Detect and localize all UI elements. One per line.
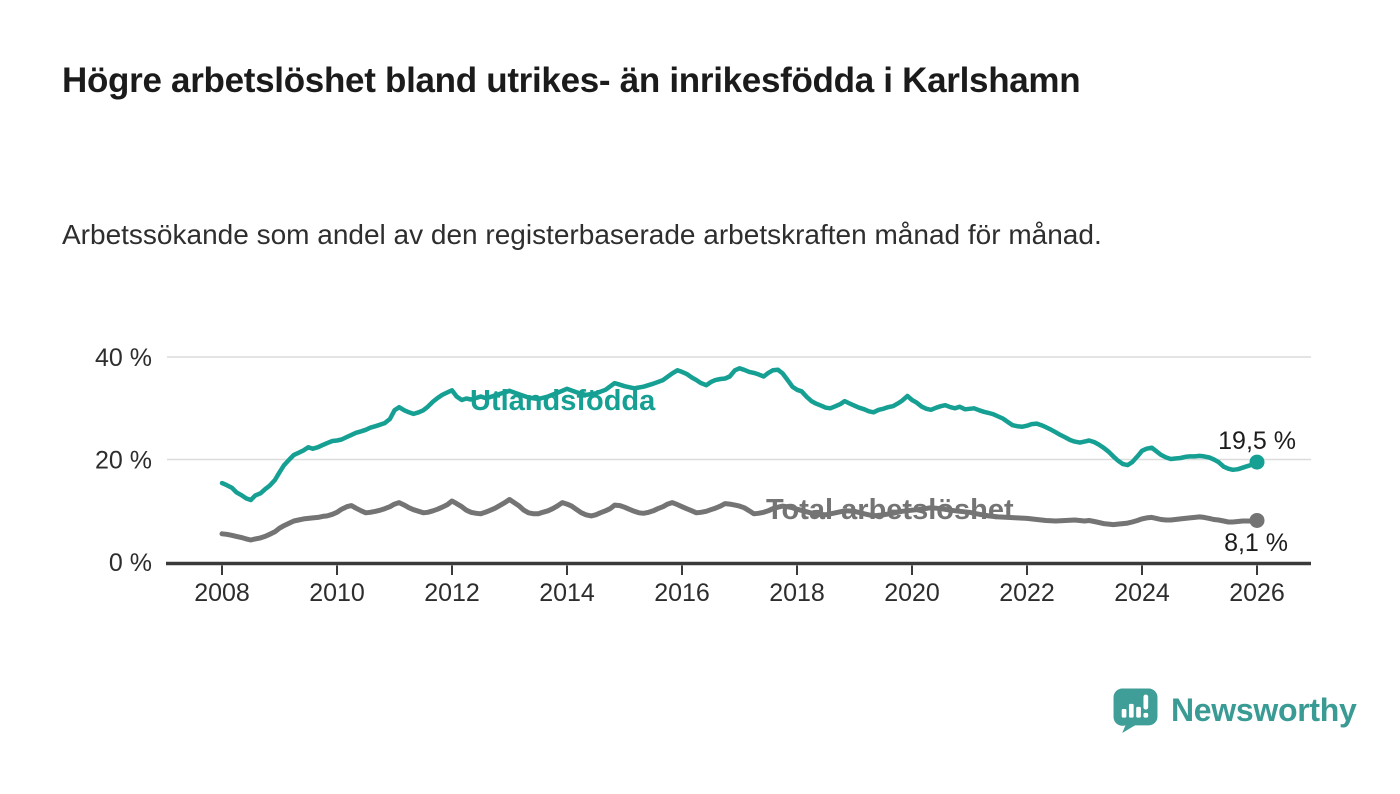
series-label-utlandsfodda: Utlandsfödda xyxy=(470,385,656,417)
speech-bubble-shape xyxy=(1113,688,1158,733)
x-tick-label-2012: 2012 xyxy=(424,579,480,607)
x-tick-labels: 2008 2010 2012 2014 2016 2018 2020 2022 2024 2026 xyxy=(194,579,1285,607)
end-value-label-utlandsfodda: 19,5 % xyxy=(1218,427,1296,455)
y-tick-label-40: 40 % xyxy=(95,344,152,372)
exclamation-bar xyxy=(1143,694,1149,710)
x-tick-marks xyxy=(221,565,1258,575)
exclamation-dot xyxy=(1143,712,1149,718)
series-label-total-arbetsloshet: Total arbetslöshet xyxy=(766,494,1014,526)
series-end-dots xyxy=(1249,454,1265,528)
y-tick-labels: 0 % 20 % 40 % xyxy=(95,344,152,577)
x-tick-label-2026: 2026 xyxy=(1229,579,1285,607)
y-tick-label-0: 0 % xyxy=(109,549,152,577)
x-tick-label-2016: 2016 xyxy=(654,579,710,607)
series-lines xyxy=(219,366,1260,543)
end-value-label-total: 8,1 % xyxy=(1224,529,1288,557)
x-tick-label-2020: 2020 xyxy=(884,579,940,607)
newsworthy-logo: Newsworthy xyxy=(1112,687,1357,734)
bar-1 xyxy=(1121,708,1127,718)
x-tick-label-2022: 2022 xyxy=(999,579,1055,607)
chart-title: Högre arbetslöshet bland utrikes- än inr… xyxy=(62,61,1081,100)
bar-2 xyxy=(1128,703,1134,718)
series-line-1 xyxy=(219,497,1260,543)
series-end-dot-0 xyxy=(1249,454,1265,470)
x-tick-label-2010: 2010 xyxy=(309,579,365,607)
newsworthy-logo-text: Newsworthy xyxy=(1171,692,1357,728)
bar-chart-speech-bubble-icon xyxy=(1113,688,1158,733)
chart-subtitle: Arbetssökande som andel av den registerb… xyxy=(62,219,1102,250)
y-gridlines xyxy=(167,356,1311,461)
x-tick-label-2024: 2024 xyxy=(1114,579,1170,607)
x-tick-label-2014: 2014 xyxy=(539,579,595,607)
line-chart: 2008 2010 2012 2014 2016 2018 2020 2022 2024 2026… xyxy=(95,344,1311,607)
bar-3 xyxy=(1136,706,1141,718)
x-tick-label-2008: 2008 xyxy=(194,579,250,607)
series-line-0 xyxy=(219,366,1260,503)
x-tick-label-2018: 2018 xyxy=(769,579,825,607)
y-tick-label-20: 20 % xyxy=(95,447,152,475)
series-end-dot-1 xyxy=(1249,512,1265,528)
